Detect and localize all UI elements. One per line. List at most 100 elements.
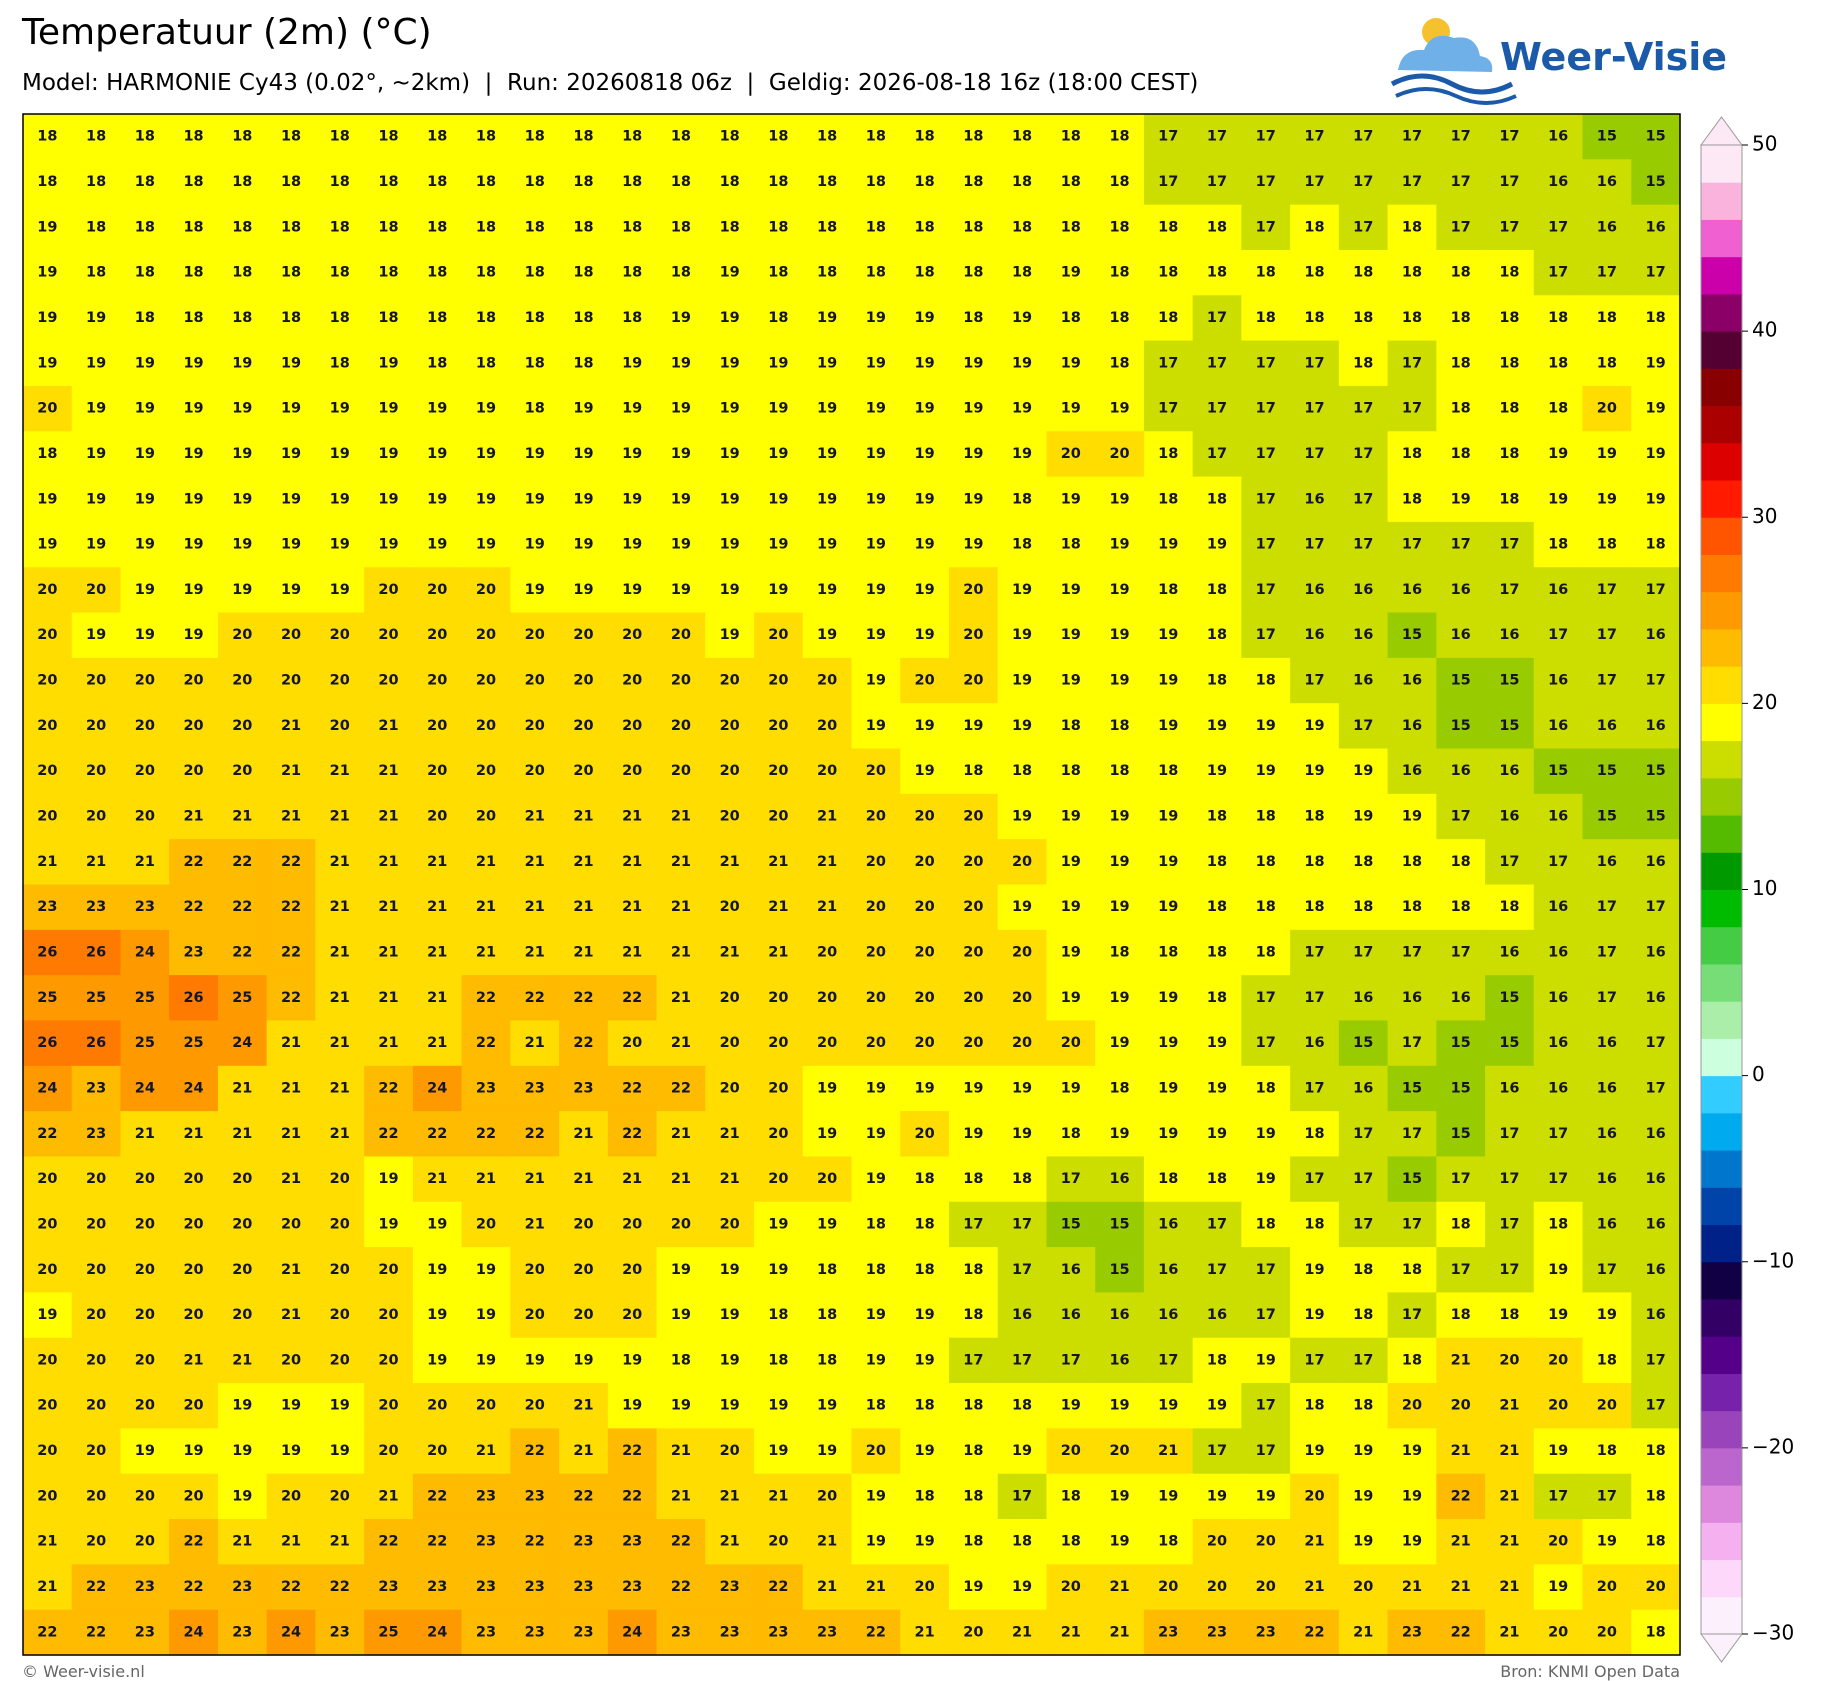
temperature-label: 20 — [817, 990, 837, 1006]
temperature-cell — [510, 657, 560, 704]
temperature-label: 19 — [232, 1488, 252, 1504]
temperature-cell — [1241, 975, 1291, 1022]
temperature-label: 19 — [232, 401, 252, 417]
temperature-cell — [461, 521, 511, 568]
temperature-cell — [900, 295, 950, 342]
temperature-label: 20 — [768, 809, 788, 825]
temperature-label: 20 — [525, 673, 545, 689]
temperature-cell — [1436, 657, 1486, 704]
temperature-cell — [169, 929, 219, 976]
temperature-cell — [23, 929, 73, 976]
temperature-cell — [1046, 793, 1096, 840]
temperature-label: 19 — [622, 582, 642, 598]
temperature-cell — [1241, 793, 1291, 840]
temperature-label: 24 — [183, 1080, 203, 1096]
temperature-label: 17 — [1499, 1216, 1519, 1232]
temperature-label: 15 — [1451, 1080, 1471, 1096]
temperature-cell — [607, 295, 658, 342]
temperature-label: 20 — [135, 1307, 155, 1323]
temperature-cell — [169, 567, 219, 614]
temperature-cell — [1436, 884, 1486, 931]
temperature-label: 20 — [427, 809, 447, 825]
temperature-label: 18 — [963, 1534, 983, 1550]
colorbar-tick-label: 20 — [1752, 690, 1777, 714]
temperature-cell — [1143, 975, 1194, 1022]
temperature-label: 19 — [183, 627, 203, 643]
temperature-label: 23 — [1256, 1624, 1276, 1640]
temperature-cell — [412, 567, 463, 614]
temperature-label: 18 — [1109, 718, 1129, 734]
temperature-label: 17 — [1499, 129, 1519, 145]
temperature-label: 19 — [1158, 1126, 1178, 1142]
temperature-label: 17 — [1499, 1262, 1519, 1278]
temperature-label: 22 — [1451, 1624, 1471, 1640]
temperature-label: 19 — [427, 446, 447, 462]
temperature-label: 18 — [1158, 1171, 1178, 1187]
temperature-label: 19 — [1158, 854, 1178, 870]
temperature-cell — [1143, 521, 1194, 568]
temperature-cell — [1095, 385, 1145, 432]
temperature-label: 18 — [378, 129, 398, 145]
temperature-cell — [71, 748, 122, 795]
temperature-label: 18 — [135, 265, 155, 281]
temperature-cell — [997, 159, 1048, 206]
temperature-label: 18 — [1353, 854, 1373, 870]
temperature-cell — [900, 1065, 950, 1112]
temperature-cell — [559, 476, 609, 523]
temperature-label: 19 — [378, 401, 398, 417]
temperature-label: 25 — [232, 990, 252, 1006]
colorbar-bin — [1701, 963, 1742, 1002]
temperature-label: 20 — [1061, 446, 1081, 462]
temperature-cell — [120, 521, 170, 568]
temperature-label: 17 — [1646, 1035, 1666, 1051]
temperature-cell — [948, 249, 999, 296]
temperature-label: 18 — [1012, 129, 1032, 145]
temperature-label: 18 — [427, 310, 447, 326]
temperature-cell — [71, 431, 122, 478]
temperature-label: 18 — [1061, 1534, 1081, 1550]
temperature-cell — [754, 476, 804, 523]
temperature-label: 24 — [427, 1624, 447, 1640]
temperature-label: 18 — [1256, 1216, 1276, 1232]
temperature-cell — [1095, 839, 1145, 886]
temperature-label: 20 — [817, 1488, 837, 1504]
temperature-label: 18 — [476, 265, 496, 281]
temperature-label: 17 — [1548, 1488, 1568, 1504]
temperature-label: 18 — [135, 219, 155, 235]
temperature-label: 20 — [866, 990, 886, 1006]
temperature-label: 19 — [1061, 1080, 1081, 1096]
temperature-label: 19 — [330, 491, 350, 507]
temperature-label: 25 — [378, 1624, 398, 1640]
temperature-label: 18 — [768, 265, 788, 281]
temperature-cell — [266, 385, 317, 432]
temperature-cell — [1290, 249, 1340, 296]
temperature-cell — [1387, 385, 1437, 432]
temperature-cell — [23, 114, 73, 160]
temperature-label: 21 — [671, 1126, 691, 1142]
temperature-label: 21 — [427, 990, 447, 1006]
temperature-label: 18 — [1012, 219, 1032, 235]
temperature-label: 21 — [232, 1080, 252, 1096]
temperature-label: 19 — [671, 446, 691, 462]
temperature-label: 20 — [768, 990, 788, 1006]
colorbar-bin — [1701, 1298, 1742, 1337]
temperature-label: 16 — [1548, 718, 1568, 734]
temperature-label: 17 — [1499, 854, 1519, 870]
temperature-label: 23 — [622, 1534, 642, 1550]
temperature-label: 19 — [1304, 1262, 1324, 1278]
temperature-cell — [656, 1020, 706, 1067]
temperature-label: 21 — [1109, 1579, 1129, 1595]
temperature-label: 18 — [1353, 1262, 1373, 1278]
temperature-label: 21 — [671, 1171, 691, 1187]
temperature-label: 19 — [1207, 1126, 1227, 1142]
temperature-label: 20 — [427, 763, 447, 779]
logo: Weer-Visie — [1390, 18, 1727, 105]
temperature-label: 22 — [281, 990, 301, 1006]
temperature-label: 20 — [1158, 1579, 1178, 1595]
temperature-cell — [1436, 567, 1486, 614]
temperature-label: 16 — [1597, 174, 1617, 190]
temperature-label: 20 — [135, 1488, 155, 1504]
temperature-label: 18 — [476, 219, 496, 235]
temperature-cell — [217, 431, 268, 478]
temperature-cell — [120, 204, 170, 251]
